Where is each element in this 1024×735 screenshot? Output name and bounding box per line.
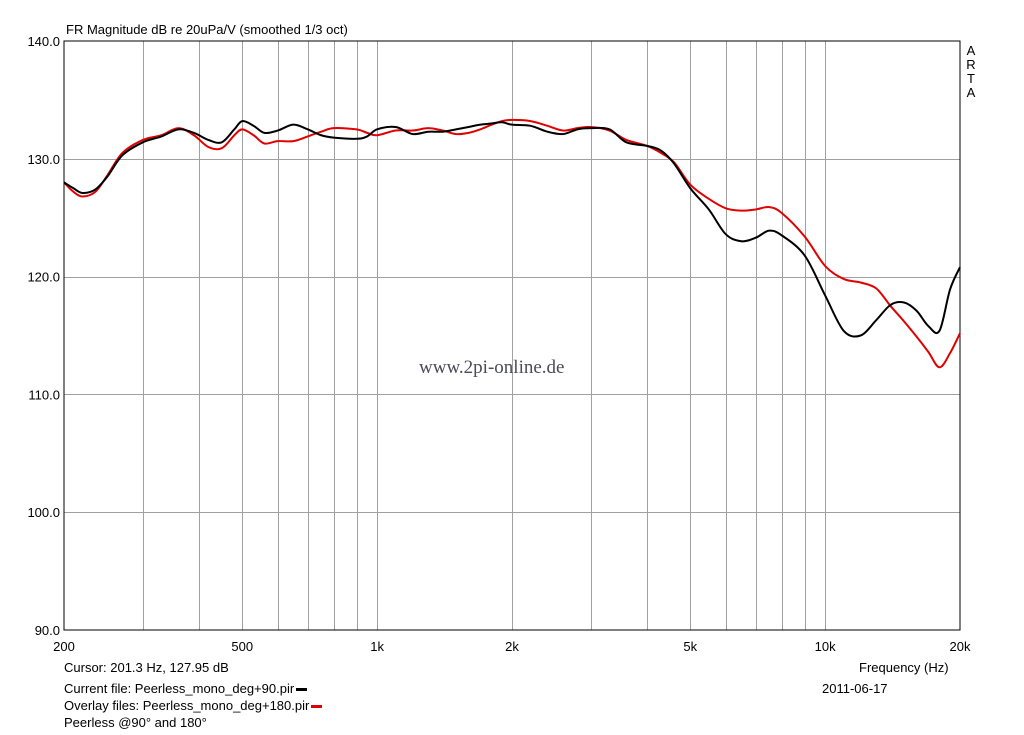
x-tick-label: 500: [231, 639, 253, 654]
overlay-file-text: Overlay files: Peerless_mono_deg+180.pir: [64, 698, 310, 713]
brand-letter: R: [966, 57, 976, 72]
watermark: www.2pi-online.de: [419, 357, 565, 378]
y-tick-label: 110.0: [28, 387, 60, 402]
brand-letter: A: [966, 85, 976, 100]
current-series-line: [63, 120, 961, 338]
arta-brand: A R T A: [965, 44, 977, 100]
horizontal-gridlines: [64, 159, 960, 513]
brand-letter: A: [966, 43, 976, 58]
x-tick-label: 200: [53, 639, 75, 654]
measurement-comment: Peerless @90° and 180°: [64, 715, 207, 730]
y-tick-label: 90.0: [35, 623, 60, 638]
current-series-swatch: [296, 688, 308, 692]
x-axis-label: Frequency (Hz): [859, 660, 949, 675]
overlay-series-line: [63, 118, 961, 369]
vertical-gridlines: [143, 41, 826, 630]
y-tick-label: 140.0: [27, 34, 60, 49]
current-file-line: Current file: Peerless_mono_deg+90.pir: [64, 681, 308, 696]
brand-letter: T: [967, 71, 975, 86]
y-tick-label: 130.0: [27, 152, 60, 167]
x-tick-label: 2k: [505, 639, 519, 654]
plot-frame: [63, 40, 961, 631]
y-tick-label: 120.0: [27, 270, 60, 285]
x-tick-label: 5k: [683, 639, 697, 654]
y-tick-label: 100.0: [27, 505, 60, 520]
cursor-readout: Cursor: 201.3 Hz, 127.95 dB: [64, 660, 229, 675]
series-layer: [63, 118, 961, 369]
x-tick-labels: 200 500 1k 2k 5k 10k 20k: [53, 639, 971, 654]
x-tick-label: 1k: [370, 639, 384, 654]
overlay-file-line: Overlay files: Peerless_mono_deg+180.pir: [64, 698, 323, 713]
chart-title: FR Magnitude dB re 20uPa/V (smoothed 1/3…: [66, 22, 348, 37]
current-file-text: Current file: Peerless_mono_deg+90.pir: [64, 681, 295, 696]
x-tick-label: 20k: [950, 639, 971, 654]
overlay-series-swatch: [311, 705, 323, 709]
y-tick-labels: 90.0 100.0 110.0 120.0 130.0 140.0: [27, 34, 60, 638]
measurement-date: 2011-06-17: [822, 681, 888, 696]
x-tick-label: 10k: [815, 639, 836, 654]
